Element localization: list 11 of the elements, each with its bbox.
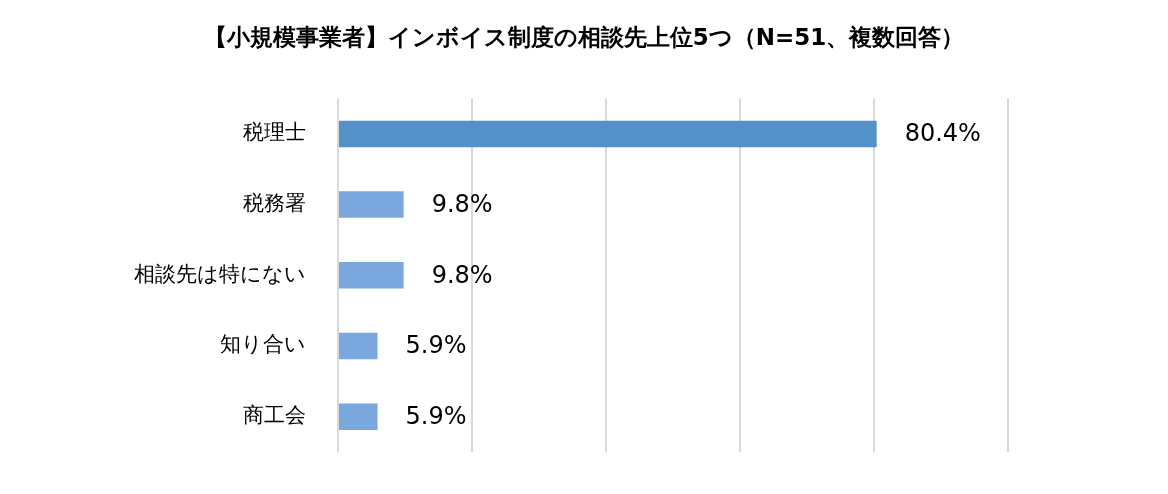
data-label: 80.4% [904,119,981,148]
y-tick-label: 商工会 [243,403,306,428]
chart-title: 【小規模事業者】インボイス制度の相談先上位5つ（N=51、複数回答） [202,23,966,52]
y-tick-label: 税理士 [243,120,306,145]
y-tick-label: 相談先は特にない [134,261,306,286]
data-label: 9.8% [431,189,493,218]
data-label: 9.8% [431,260,493,289]
data-label: 5.9% [405,401,467,430]
y-tick-label: 知り合い [220,332,306,357]
data-label: 5.9% [405,331,467,360]
y-tick-label: 税務署 [243,191,306,216]
